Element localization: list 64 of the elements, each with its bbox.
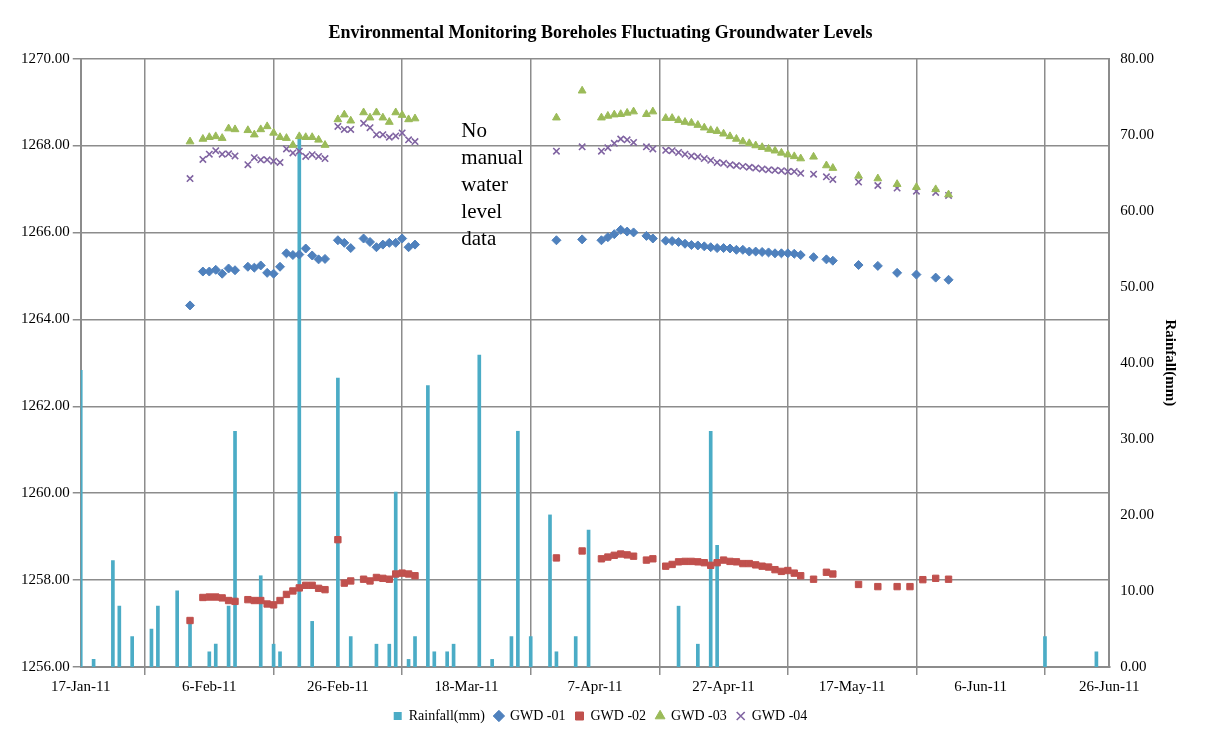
x-tick-label: 17-May-11	[818, 677, 886, 694]
x-tick-label: 26-Jun-11	[1079, 677, 1140, 694]
x-tick-label: 18-Mar-11	[434, 677, 499, 694]
legend-label: Rainfall(mm)	[408, 707, 486, 724]
annotation: No manual water level data	[461, 117, 524, 250]
x-tick-label: 6-Feb-11	[182, 677, 237, 694]
x-tick-label: 17-Jan-11	[51, 677, 111, 694]
y-tick-label: 1264.00	[21, 310, 70, 327]
bar	[528, 636, 533, 667]
y2-tick-label: 20.00	[1120, 505, 1154, 522]
bar	[573, 636, 578, 667]
x-tick-label: 7-Apr-11	[567, 677, 623, 694]
y2-tick-label: 0.00	[1120, 657, 1147, 674]
bar	[278, 651, 282, 667]
y2-axis-title: Rainfall(mm)	[1162, 319, 1180, 407]
x-tick-label: 26-Feb-11	[306, 677, 369, 694]
bar	[80, 370, 83, 667]
bar	[413, 636, 417, 667]
bar	[213, 643, 218, 667]
y2-tick-label: 70.00	[1120, 125, 1154, 142]
bar	[696, 643, 700, 667]
legend-label: GWD -03	[671, 707, 727, 723]
y2-tick-label: 80.00	[1120, 49, 1154, 66]
bar	[175, 590, 179, 667]
y2-tick-label: 60.00	[1120, 201, 1154, 218]
y-tick-label: 1262.00	[21, 397, 70, 414]
bar	[1043, 636, 1047, 667]
y-tick-label: 1270.00	[21, 49, 70, 66]
legend-label: GWD -01	[509, 707, 566, 723]
x-tick-label: 27-Apr-11	[692, 677, 755, 694]
bar	[548, 514, 552, 667]
bar	[393, 491, 398, 667]
y-tick-label: 1266.00	[21, 223, 70, 240]
bar	[336, 377, 340, 667]
bar	[130, 636, 135, 667]
bar	[258, 575, 263, 667]
y2-tick-label: 50.00	[1120, 277, 1154, 294]
chart-title: Environmental Monitoring Boreholes Fluctuating Groundwater Levels	[328, 22, 873, 43]
bar	[715, 544, 719, 667]
y-tick-label: 1260.00	[21, 484, 70, 501]
y-tick-label: 1268.00	[21, 136, 70, 153]
bar	[516, 430, 520, 667]
y2-tick-label: 10.00	[1120, 581, 1154, 598]
bar	[708, 430, 713, 667]
y2-tick-label: 30.00	[1120, 429, 1154, 446]
bar	[348, 636, 353, 667]
bar	[117, 605, 122, 667]
bar	[387, 643, 392, 667]
bar	[432, 651, 437, 667]
bar	[426, 385, 430, 667]
bar	[310, 621, 314, 667]
legend-label: GWD -02	[590, 707, 647, 723]
bar	[156, 605, 160, 667]
y-tick-label: 1256.00	[21, 657, 70, 674]
bar	[477, 354, 482, 667]
legend-label: GWD -04	[751, 707, 808, 723]
bar	[207, 651, 212, 667]
y2-tick-label: 40.00	[1120, 353, 1154, 370]
bar	[445, 651, 449, 667]
bar	[233, 430, 237, 667]
x-tick-label: 6-Jun-11	[954, 677, 1008, 694]
bar	[111, 560, 115, 667]
y-tick-label: 1258.00	[21, 571, 70, 588]
bar	[490, 659, 494, 667]
